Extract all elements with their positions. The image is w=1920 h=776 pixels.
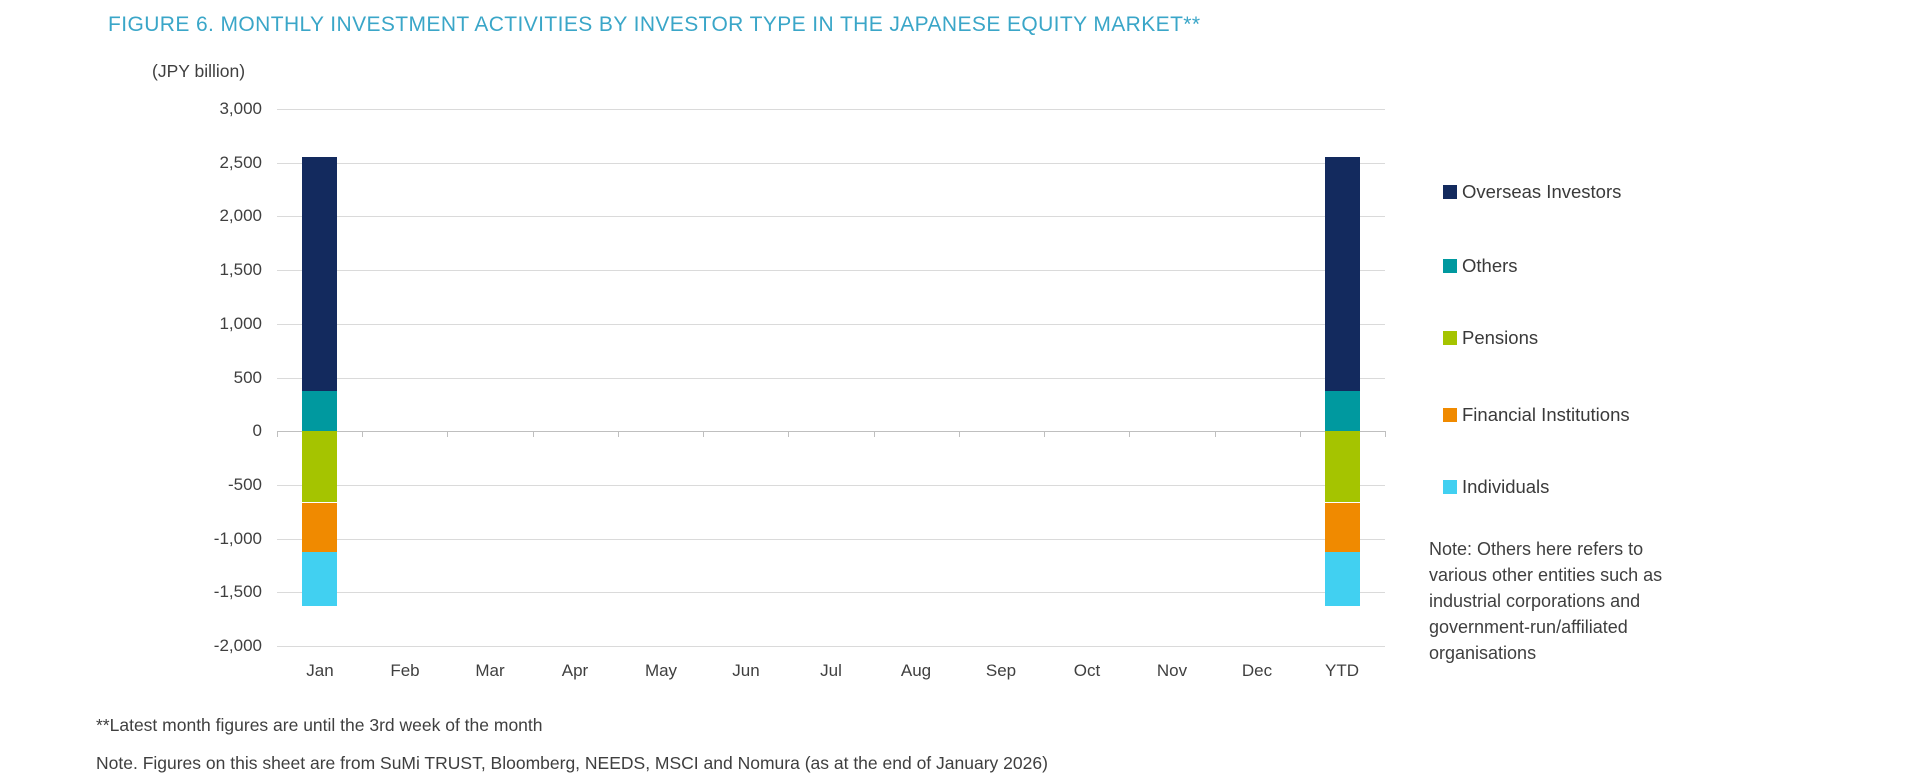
bar-segment-overseas-investors: [302, 157, 337, 391]
x-tick-label: Mar: [475, 661, 505, 680]
zero-axis-tick: [447, 431, 448, 437]
y-tick-label: 1,500: [219, 260, 262, 279]
zero-axis-tick: [1300, 431, 1301, 437]
footnote-sources: Note. Figures on this sheet are from SuM…: [96, 753, 1048, 773]
zero-gridline: [277, 431, 1385, 432]
zero-axis-tick: [874, 431, 875, 437]
bar-segment-individuals: [1325, 552, 1360, 606]
gridline: [277, 592, 1385, 593]
y-tick-label: 2,000: [219, 206, 262, 225]
gridline: [277, 485, 1385, 486]
x-tick-label: YTD: [1325, 661, 1359, 680]
legend-label: Others: [1462, 255, 1518, 276]
zero-axis-tick: [618, 431, 619, 437]
legend-swatch-icon: [1443, 259, 1457, 273]
y-tick-label: 1,000: [219, 314, 262, 333]
zero-axis-tick: [1044, 431, 1045, 437]
y-tick-label: 3,000: [219, 99, 262, 118]
x-tick-label: Apr: [561, 661, 589, 680]
zero-axis-tick: [533, 431, 534, 437]
legend-label: Pensions: [1462, 327, 1539, 348]
gridline: [277, 324, 1385, 325]
y-tick-label: 0: [252, 421, 262, 440]
legend-item-financial-institutions: Financial Institutions: [1443, 404, 1630, 426]
bar-segment-others: [1325, 391, 1360, 431]
figure-title: FIGURE 6. MONTHLY INVESTMENT ACTIVITIES …: [108, 13, 1201, 36]
legend-item-others: Others: [1443, 255, 1518, 277]
gridline: [277, 270, 1385, 271]
bar-segment-pensions: [1325, 431, 1360, 502]
y-tick-label: 2,500: [219, 153, 262, 172]
bar-segment-financial-institutions: [1325, 503, 1360, 552]
x-tick-label: Jan: [306, 661, 334, 680]
x-tick-label: Dec: [1241, 661, 1273, 680]
legend-item-overseas-investors: Overseas Investors: [1443, 181, 1621, 203]
y-tick-label: -500: [227, 475, 262, 494]
zero-axis-tick: [788, 431, 789, 437]
x-tick-label: Feb: [390, 661, 420, 680]
legend-swatch-icon: [1443, 331, 1457, 345]
y-tick-label: -1,000: [213, 529, 262, 548]
x-tick-label: Jun: [732, 661, 760, 680]
legend-label: Individuals: [1462, 476, 1550, 497]
bar-segment-others: [302, 391, 337, 431]
x-tick-label: Sep: [985, 661, 1017, 680]
bar-segment-financial-institutions: [302, 503, 337, 552]
x-tick-label: Aug: [900, 661, 932, 680]
zero-axis-tick: [277, 431, 278, 437]
x-tick-label: Nov: [1156, 661, 1188, 680]
x-tick-label: Jul: [820, 661, 842, 680]
gridline: [277, 163, 1385, 164]
footnote-latest-month: **Latest month figures are until the 3rd…: [96, 715, 543, 735]
gridline: [277, 646, 1385, 647]
bar-segment-individuals: [302, 552, 337, 606]
bar-segment-overseas-investors: [1325, 157, 1360, 391]
legend-swatch-icon: [1443, 408, 1457, 422]
x-tick-label: Oct: [1073, 661, 1101, 680]
zero-axis-tick: [959, 431, 960, 437]
zero-axis-tick: [703, 431, 704, 437]
legend-swatch-icon: [1443, 185, 1457, 199]
legend-item-individuals: Individuals: [1443, 476, 1549, 498]
legend-label: Financial Institutions: [1462, 404, 1630, 425]
legend-label: Overseas Investors: [1462, 181, 1622, 202]
gridline: [277, 539, 1385, 540]
x-tick-label: May: [644, 661, 678, 680]
zero-axis-tick: [362, 431, 363, 437]
gridline: [277, 109, 1385, 110]
legend-note: Note: Others here refers to various othe…: [1429, 539, 1663, 663]
zero-axis-tick: [1129, 431, 1130, 437]
zero-axis-tick: [1385, 431, 1386, 437]
gridline: [277, 378, 1385, 379]
gridline: [277, 216, 1385, 217]
y-tick-label: -2,000: [213, 636, 262, 655]
y-tick-label: -1,500: [213, 582, 262, 601]
bar-segment-pensions: [302, 431, 337, 502]
legend-swatch-icon: [1443, 480, 1457, 494]
y-axis-unit-label: (JPY billion): [152, 61, 246, 81]
y-tick-label: 500: [233, 368, 262, 387]
zero-axis-tick: [1215, 431, 1216, 437]
legend-item-pensions: Pensions: [1443, 327, 1538, 349]
